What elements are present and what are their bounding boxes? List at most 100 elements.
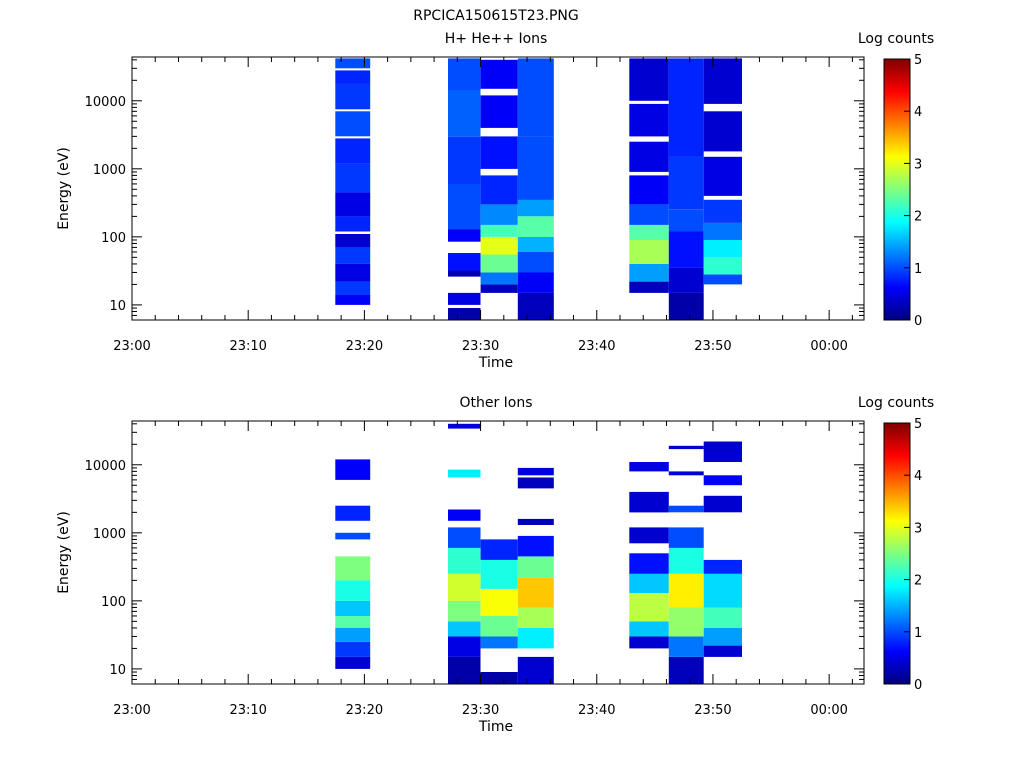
heatmap-cell [703, 441, 742, 462]
heatmap-cell [517, 236, 554, 252]
heatmap-cell [448, 253, 481, 271]
heatmap-cell [448, 621, 481, 637]
heatmap-cell [629, 240, 669, 264]
colorbar-tick-label: 0 [914, 314, 922, 329]
colorbar-tick-label: 2 [914, 574, 922, 589]
heatmap-cell [668, 527, 704, 548]
x-tick-label: 00:00 [810, 339, 847, 354]
colorbar-tick-label: 5 [914, 53, 922, 68]
heatmap-cell [629, 593, 669, 622]
x-tick-label: 00:00 [810, 703, 847, 718]
heatmap-cell [335, 600, 371, 616]
heatmap-cell [335, 459, 371, 480]
heatmap-cell [629, 553, 669, 574]
heatmap-cell [448, 292, 481, 305]
heatmap-cell [335, 556, 371, 581]
y-tick-label: 10000 [85, 459, 126, 474]
heatmap-cell [448, 136, 481, 184]
colorbar-label: Log counts [858, 31, 934, 47]
heatmap-cell [480, 136, 518, 169]
colorbar-tick-label: 2 [914, 210, 922, 225]
y-tick-label: 1000 [93, 527, 126, 542]
heatmap-cell [480, 175, 518, 205]
colorbar-tick-label: 1 [914, 626, 922, 641]
heatmap-cell [448, 229, 481, 242]
heatmap-cell [335, 532, 371, 540]
heatmap-cell [335, 263, 371, 282]
colorbar-tick-label: 1 [914, 262, 922, 277]
heatmap-cell [703, 274, 742, 285]
heatmap-cell [335, 111, 371, 137]
heatmap-cell [335, 234, 371, 248]
heatmap-cell [629, 141, 669, 172]
heatmap-cell [335, 616, 371, 628]
panel-title: H+ He++ Ions [445, 31, 548, 47]
heatmap-cell [517, 252, 554, 273]
colorbar-tick-label: 4 [914, 105, 922, 120]
x-tick-label: 23:10 [229, 703, 266, 718]
colorbar-tick-label: 3 [914, 521, 922, 536]
heatmap-cell [668, 267, 704, 293]
heatmap-cell [448, 656, 481, 684]
heatmap-cell [335, 58, 371, 69]
heatmap-cell [517, 518, 554, 525]
heatmap-cell [703, 573, 742, 608]
heatmap-cell [703, 156, 742, 196]
heatmap-cell [629, 58, 669, 101]
heatmap-cell [480, 254, 518, 273]
x-tick-label: 23:40 [578, 339, 615, 354]
colorbar-tick-label: 0 [914, 678, 922, 693]
y-tick-label: 100 [101, 595, 126, 610]
heatmap-cell [480, 588, 518, 616]
heatmap-cell [703, 559, 742, 574]
heatmap-cell [448, 58, 481, 91]
heatmap-cell [629, 573, 669, 594]
plot-frame [131, 420, 865, 685]
heatmap-cell [703, 495, 742, 513]
heatmap-cell [703, 257, 742, 275]
heatmap-cell [668, 445, 704, 450]
heatmap-cell [480, 284, 518, 293]
heatmap-cell [703, 607, 742, 628]
heatmap-cell [448, 573, 481, 601]
heatmap-cell [480, 95, 518, 128]
x-tick-label: 23:30 [462, 703, 499, 718]
heatmap-cell [480, 559, 518, 589]
colorbar-tick-label: 5 [914, 417, 922, 432]
x-tick-label: 23:10 [229, 339, 266, 354]
heatmap-cell [629, 175, 669, 205]
heatmap-cell [668, 607, 704, 637]
heatmap-cell [517, 556, 554, 578]
heatmap-cell [629, 527, 669, 544]
heatmap-cell [629, 263, 669, 282]
heatmap-cell [668, 292, 704, 320]
heatmap-cell [335, 192, 371, 217]
heatmap-cell [703, 645, 742, 657]
heatmap-cell [517, 535, 554, 557]
heatmap-cell [668, 573, 704, 608]
heatmap-cell [517, 58, 554, 137]
heatmap-cell [480, 616, 518, 637]
heatmap-cell [703, 223, 742, 240]
heatmap-cell [629, 281, 669, 293]
heatmap-cell [668, 547, 704, 574]
heatmap-cell [668, 58, 704, 157]
heatmap-cell [448, 636, 481, 657]
heatmap-cell [448, 509, 481, 521]
y-tick-label: 100 [101, 231, 126, 246]
heatmap-cell [668, 231, 704, 268]
x-tick-label: 23:40 [578, 703, 615, 718]
y-tick-label: 10 [109, 299, 126, 314]
heatmap-cell [703, 627, 742, 646]
heatmap-cell [517, 272, 554, 293]
heatmap-cell [335, 627, 371, 642]
heatmap-cells [335, 423, 742, 684]
heatmap-cell [517, 136, 554, 200]
heatmap-cell [480, 672, 518, 684]
colorbar: 0 1 2 3 4 5 Log counts [858, 31, 934, 329]
colorbar: 0 1 2 3 4 5 Log counts [858, 395, 934, 693]
x-axis-label: Time [478, 355, 513, 371]
